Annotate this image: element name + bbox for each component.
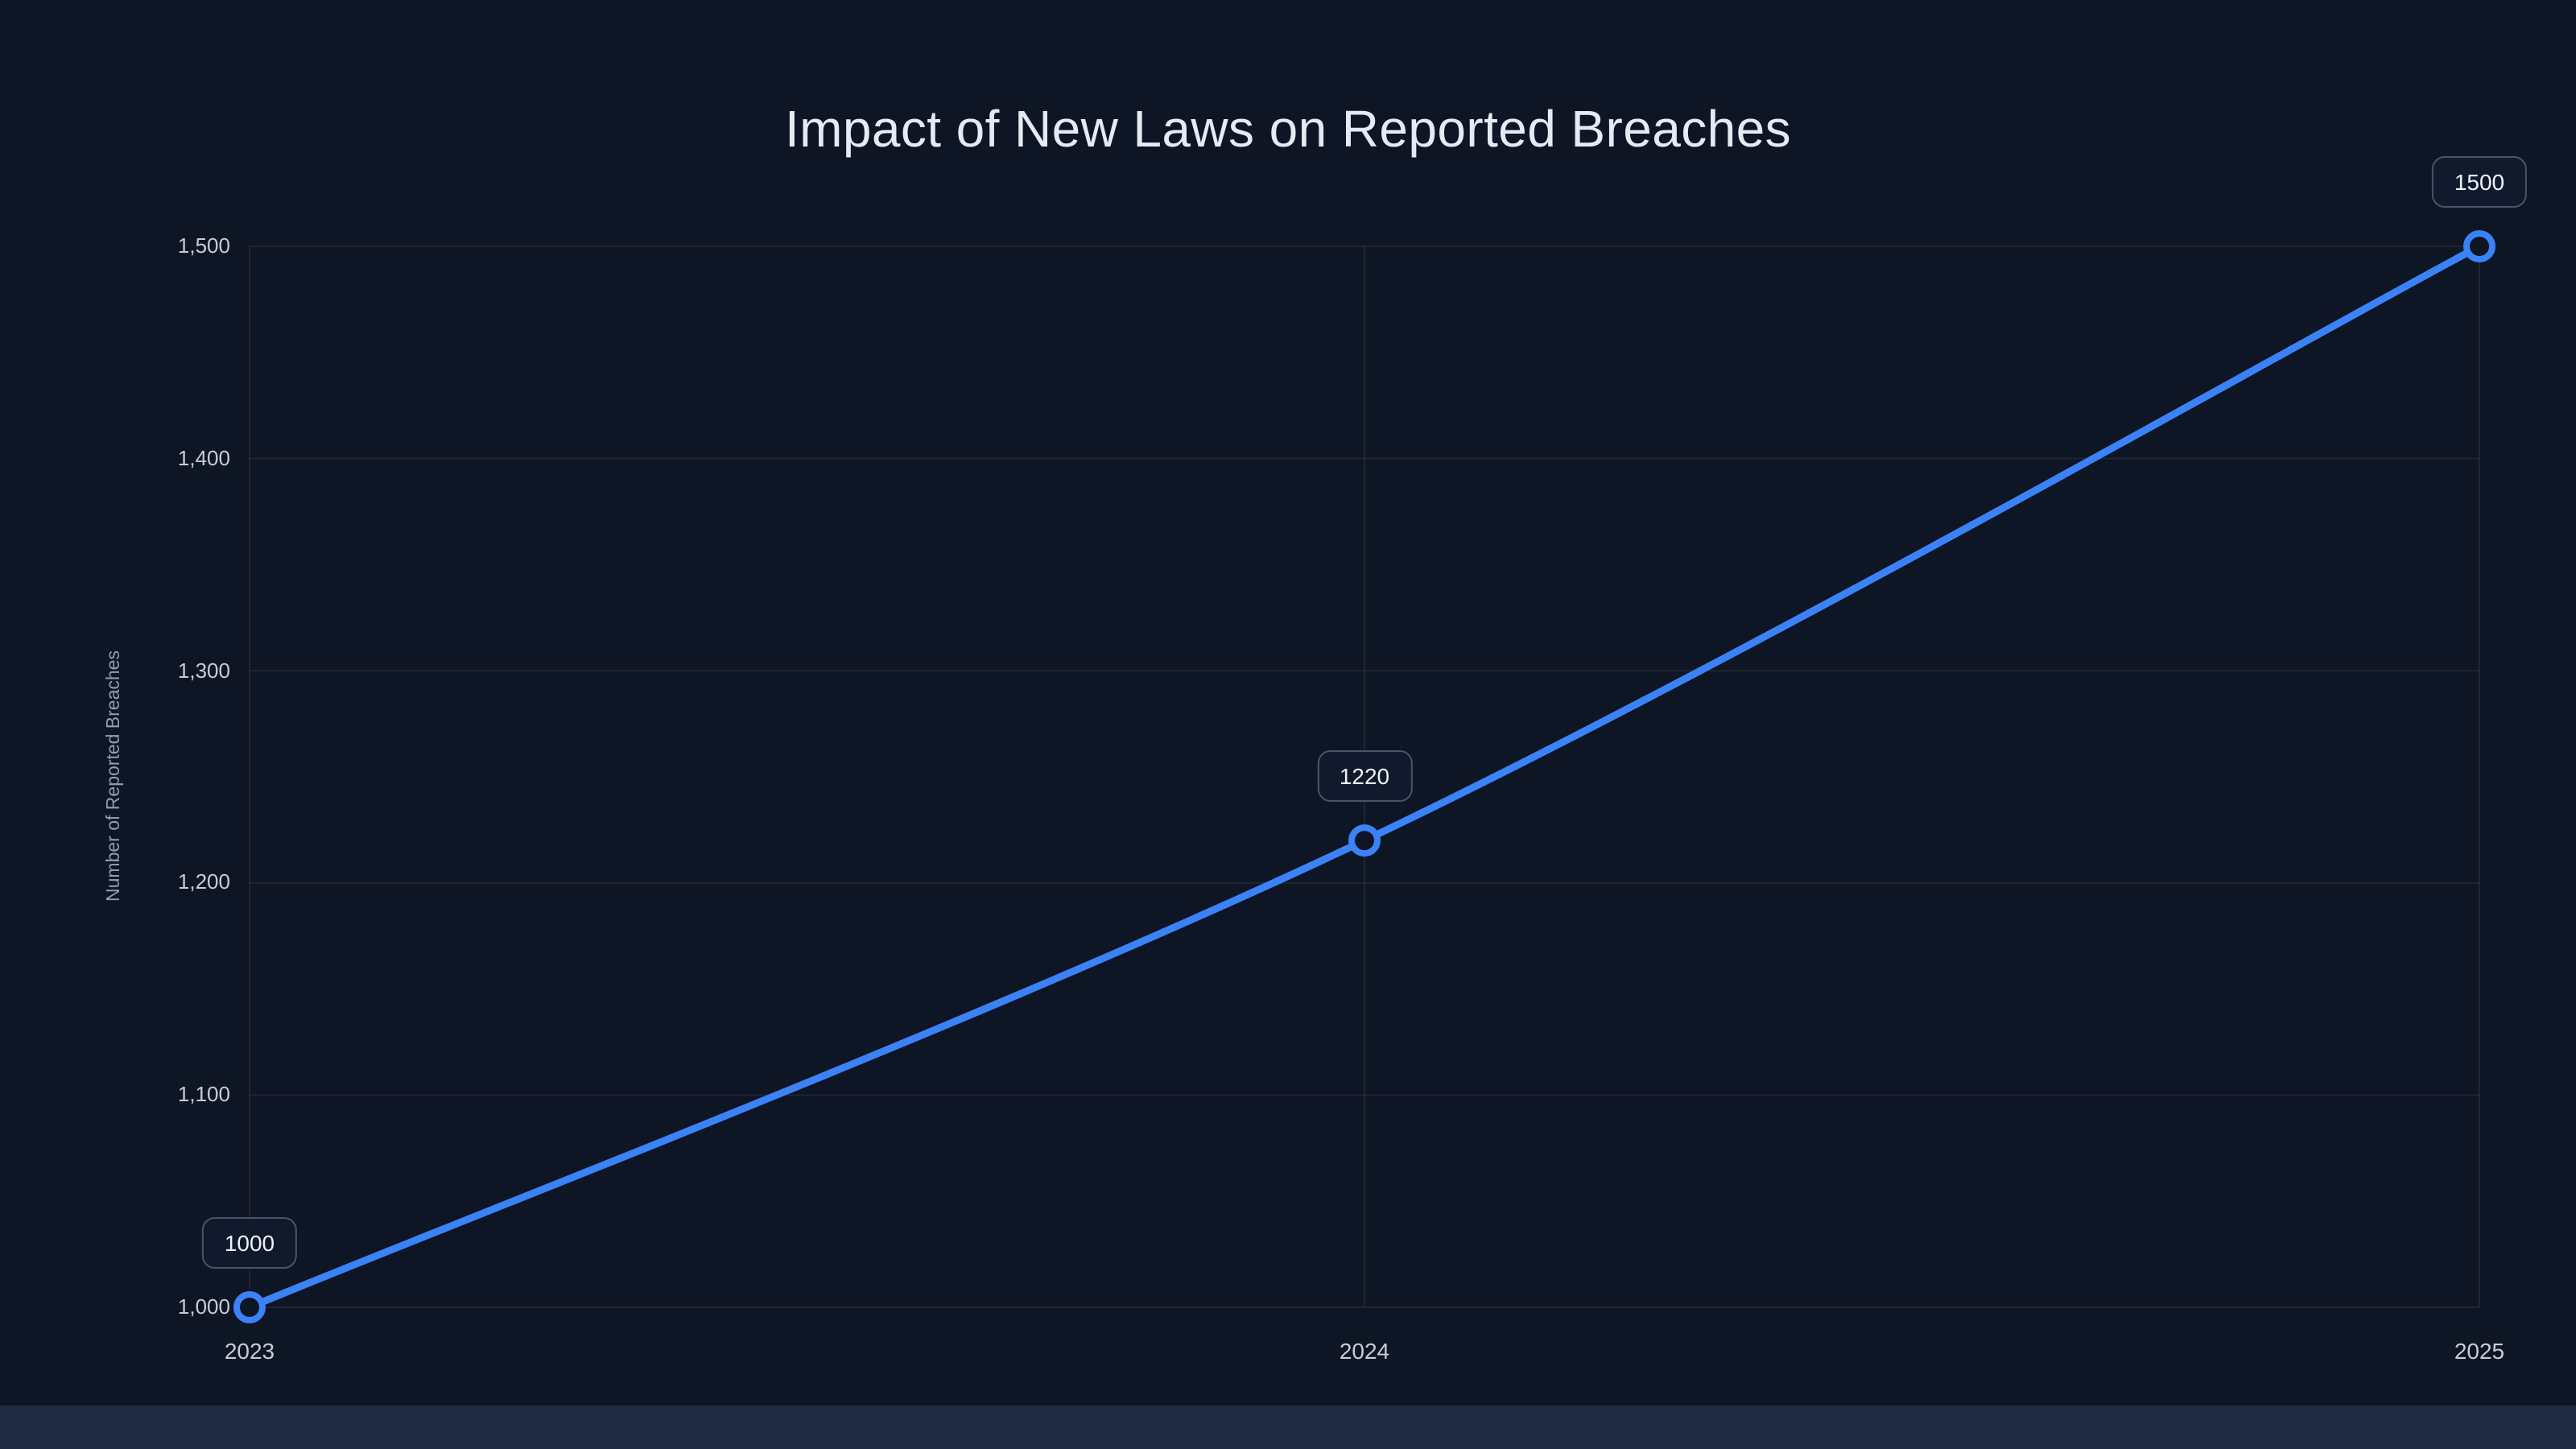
y-tick-label: 1,400	[177, 445, 230, 470]
data-point-label: 1500	[2431, 156, 2528, 208]
data-point-marker[interactable]	[2463, 230, 2496, 262]
y-tick-label: 1,500	[177, 233, 230, 258]
y-tick-label: 1,200	[177, 869, 230, 894]
data-point-label: 1000	[201, 1217, 298, 1269]
y-tick-label: 1,100	[177, 1082, 230, 1107]
x-tick-label: 2024	[1339, 1338, 1390, 1364]
data-point-marker[interactable]	[233, 1291, 266, 1323]
footer-strip	[0, 1406, 2576, 1449]
y-tick-label: 1,300	[177, 658, 230, 683]
x-tick-label: 2025	[2454, 1338, 2505, 1364]
data-point-label: 1220	[1316, 750, 1413, 803]
chart-title: Impact of New Laws on Reported Breaches	[784, 100, 1792, 158]
y-tick-label: 1,000	[177, 1294, 230, 1319]
data-point-marker[interactable]	[1348, 824, 1381, 857]
x-tick-label: 2023	[224, 1338, 275, 1364]
